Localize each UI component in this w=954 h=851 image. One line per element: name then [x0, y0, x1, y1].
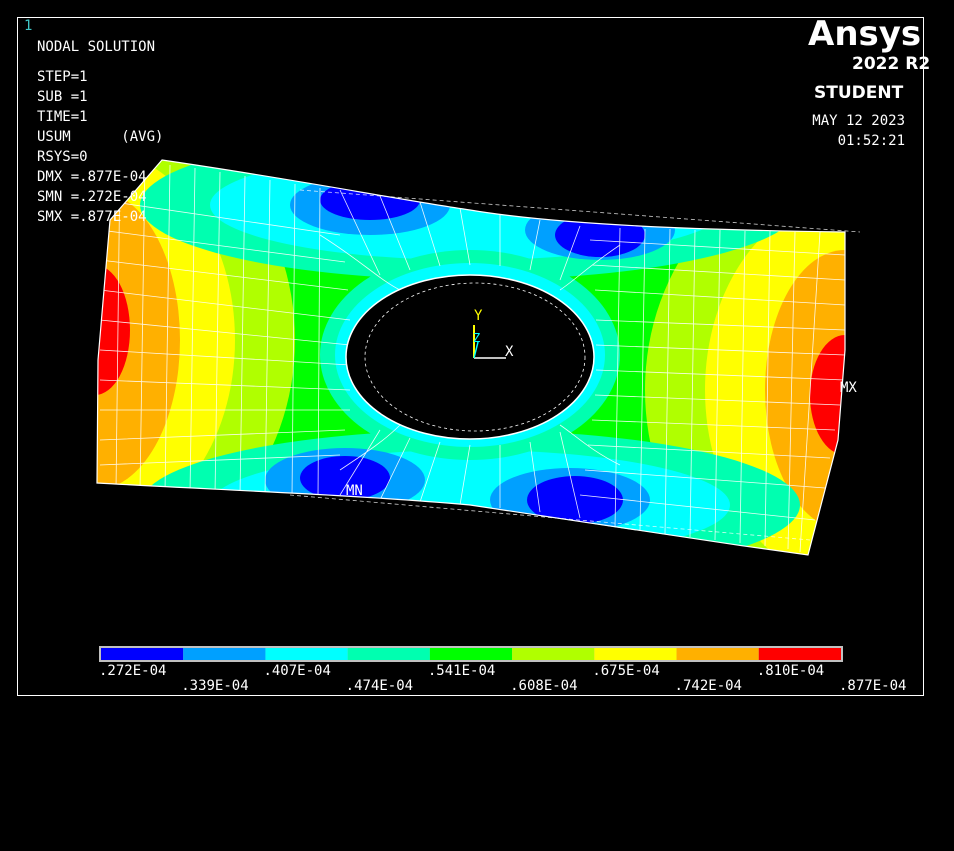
max-marker: MX: [840, 380, 857, 396]
legend-swatch: [429, 648, 513, 660]
step-label: STEP=1: [37, 69, 88, 85]
plate-outline: [96, 159, 846, 556]
legend-swatch: [676, 648, 759, 660]
legend-label: .675E-04: [592, 663, 660, 679]
rsys-label: RSYS=0: [37, 149, 88, 165]
ansys-edition: STUDENT: [814, 83, 904, 103]
legend-swatch: [183, 648, 266, 660]
legend-label: .742E-04: [674, 678, 742, 694]
legend-swatch: [265, 648, 348, 660]
triad-x-label: X: [505, 344, 514, 360]
substep-label: SUB =1: [37, 89, 88, 105]
ansys-version: 2022 R2: [852, 54, 931, 74]
legend-label: .541E-04: [427, 663, 496, 679]
undeformed-edge: [289, 189, 861, 541]
legend-label: .339E-04: [181, 678, 249, 694]
window-number: 1: [24, 18, 33, 34]
legend-swatch: [758, 648, 841, 660]
min-marker: MN: [346, 483, 363, 499]
hole-undeformed: [364, 282, 586, 432]
legend-label: .272E-04: [99, 663, 167, 679]
legend-label: .810E-04: [756, 663, 825, 679]
legend-swatch: [101, 648, 184, 660]
legend-swatch: [347, 648, 430, 660]
legend-label: .877E-04: [839, 678, 907, 694]
plot-time: 01:52:21: [837, 133, 905, 149]
mesh-lines: [99, 160, 845, 553]
axis-triad: [473, 325, 506, 359]
triad-z-label: Z: [473, 331, 481, 345]
ansys-logo: Ansys: [808, 14, 922, 54]
smx-label: SMX =.877E-04: [37, 209, 147, 225]
plot-date: MAY 12 2023: [812, 113, 905, 129]
triad-y-label: Y: [474, 308, 483, 324]
plot-title: NODAL SOLUTION: [37, 39, 156, 55]
graphics-viewport[interactable]: [17, 17, 924, 696]
time-label: TIME=1: [37, 109, 88, 125]
legend-colorbar: [99, 646, 843, 662]
legend-swatch: [512, 648, 595, 660]
legend-label: .474E-04: [345, 678, 414, 694]
legend-label: .407E-04: [263, 663, 331, 679]
dmx-label: DMX =.877E-04: [37, 169, 147, 185]
legend-label: .608E-04: [510, 678, 578, 694]
smn-label: SMN =.272E-04: [37, 189, 147, 205]
legend-swatch: [594, 648, 677, 660]
result-item-label: USUM (AVG): [37, 129, 164, 145]
hole: [345, 274, 595, 440]
